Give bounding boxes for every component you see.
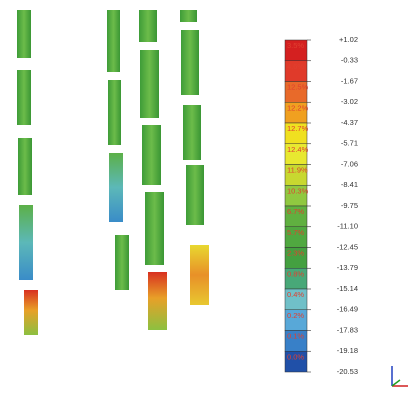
legend-value: -20.53 <box>337 367 358 376</box>
legend-value: -7.06 <box>341 159 358 168</box>
members <box>17 10 209 335</box>
legend-percentage: 5.7% <box>287 228 304 237</box>
legend-value: -11.10 <box>337 222 358 231</box>
legend-percentage: 12.5% <box>287 83 309 92</box>
legend-percentage: 0.2% <box>287 311 304 320</box>
legend-value: -0.33 <box>341 56 358 65</box>
legend-percentage: 0.0% <box>287 352 304 361</box>
legend-value: -15.14 <box>337 284 358 293</box>
legend-value: +1.02 <box>339 35 358 44</box>
axis-triad <box>392 366 408 386</box>
legend-percentage: 0.1% <box>287 332 304 341</box>
legend-value: -12.45 <box>337 242 358 251</box>
legend-percentage: 3.5% <box>287 41 304 50</box>
legend-value: -1.67 <box>341 76 358 85</box>
legend: 3.5% 4.6% 12.5% 12.2% 12.7% 12.4% 11.9% 10.3% 6.… <box>285 35 358 376</box>
legend-percentage: 12.4% <box>287 145 309 154</box>
legend-value: -13.79 <box>337 263 358 272</box>
legend-value: -9.75 <box>341 201 358 210</box>
legend-value: -5.71 <box>341 139 358 148</box>
legend-percentage: 0.8% <box>287 269 304 278</box>
legend-value: -16.49 <box>337 305 358 314</box>
legend-value: -4.37 <box>341 118 358 127</box>
legend-percentage: 0.4% <box>287 290 304 299</box>
legend-percentage: 10.3% <box>287 186 309 195</box>
legend-percentage: 4.6% <box>287 62 304 71</box>
legend-percentage: 2.3% <box>287 249 304 258</box>
legend-value: -19.18 <box>337 346 358 355</box>
legend-percentage: 6.7% <box>287 207 304 216</box>
legend-percentage: 12.7% <box>287 124 309 133</box>
legend-value: -17.83 <box>337 325 358 334</box>
legend-percentage: 12.2% <box>287 103 309 112</box>
legend-percentage: 11.9% <box>287 166 308 175</box>
fea-contour-view: 3.5% 4.6% 12.5% 12.2% 12.7% 12.4% 11.9% 10.3% 6.… <box>0 0 411 396</box>
legend-value: -8.41 <box>341 180 358 189</box>
legend-value: -3.02 <box>341 97 358 106</box>
